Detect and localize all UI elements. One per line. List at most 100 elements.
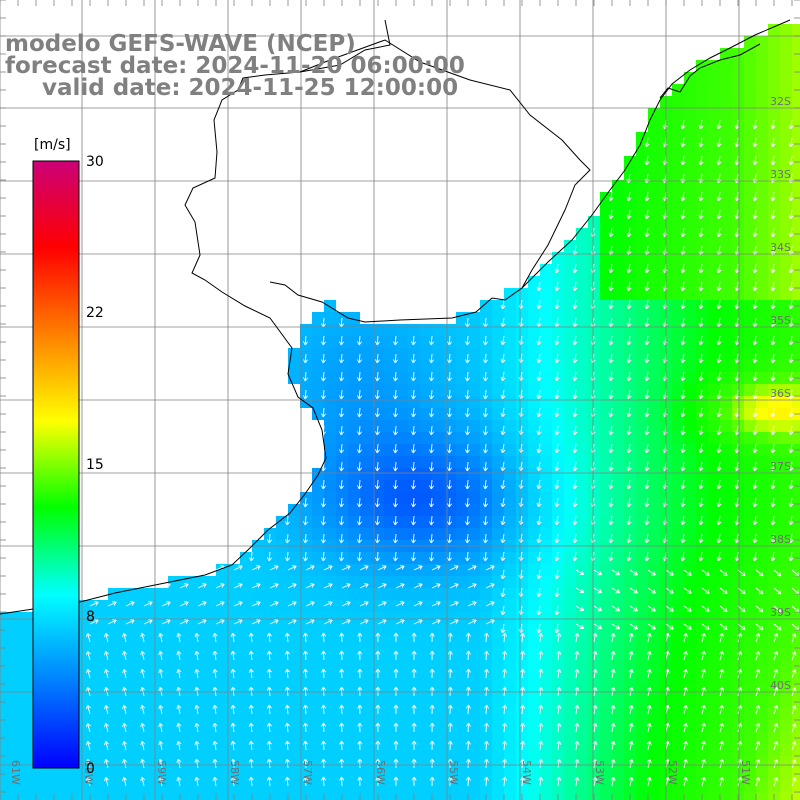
- speed-cell: [516, 336, 528, 348]
- speed-cell: [372, 732, 384, 744]
- speed-cell: [552, 288, 564, 300]
- speed-cell: [648, 108, 660, 120]
- speed-cell: [384, 492, 396, 504]
- wind-arrow: [680, 497, 686, 508]
- speed-cell: [672, 192, 684, 204]
- speed-cell: [636, 516, 648, 528]
- wind-arrow: [449, 619, 459, 625]
- wind-arrow: [644, 551, 650, 562]
- speed-cell: [324, 480, 336, 492]
- speed-cell: [360, 792, 372, 800]
- speed-cell: [588, 588, 600, 600]
- speed-cell: [624, 216, 636, 228]
- speed-cell: [636, 240, 648, 252]
- wind-arrow: [465, 632, 471, 643]
- speed-cell: [672, 264, 684, 276]
- speed-cell: [120, 612, 132, 624]
- wind-arrow: [698, 119, 704, 130]
- speed-cell: [780, 588, 792, 600]
- speed-cell: [768, 588, 780, 600]
- speed-cell: [564, 696, 576, 708]
- speed-cell: [492, 504, 504, 516]
- speed-cell: [576, 516, 588, 528]
- speed-cell: [492, 564, 504, 576]
- speed-cell: [396, 432, 408, 444]
- speed-cell: [636, 264, 648, 276]
- speed-cell: [252, 588, 264, 600]
- speed-cell: [468, 792, 480, 800]
- speed-cell: [264, 624, 276, 636]
- wind-arrow: [752, 389, 758, 400]
- speed-cell: [780, 36, 792, 48]
- speed-cell: [564, 252, 576, 264]
- wind-arrow: [413, 619, 423, 625]
- speed-cell: [324, 600, 336, 612]
- speed-cell: [780, 360, 792, 372]
- wind-arrow: [752, 461, 758, 472]
- wind-arrow: [644, 479, 650, 490]
- speed-cell: [324, 396, 336, 408]
- wind-arrow: [321, 632, 327, 643]
- speed-cell: [732, 660, 744, 672]
- speed-cell: [468, 576, 480, 588]
- speed-cell: [420, 456, 432, 468]
- speed-cell: [432, 588, 444, 600]
- speed-cell: [564, 708, 576, 720]
- speed-cell: [744, 216, 756, 228]
- wind-arrow: [788, 371, 794, 382]
- speed-cell: [348, 588, 360, 600]
- speed-cell: [636, 744, 648, 756]
- speed-cell: [720, 264, 732, 276]
- speed-cell: [756, 576, 768, 588]
- wind-arrow: [536, 335, 542, 346]
- speed-cell: [672, 480, 684, 492]
- speed-cell: [756, 252, 768, 264]
- speed-cell: [504, 672, 516, 684]
- wind-arrow: [788, 335, 794, 346]
- wind-arrow: [701, 587, 710, 594]
- speed-cell: [564, 516, 576, 528]
- wind-arrow: [233, 619, 243, 625]
- speed-cell: [336, 576, 348, 588]
- speed-cell: [276, 612, 288, 624]
- colorbar-tick-22: 22: [86, 305, 104, 321]
- speed-cell: [648, 288, 660, 300]
- speed-cell: [432, 552, 444, 564]
- longitude-label: 56W: [374, 760, 387, 785]
- speed-cell: [720, 276, 732, 288]
- wind-arrow: [393, 650, 399, 661]
- speed-cell: [540, 504, 552, 516]
- speed-cell: [732, 48, 744, 60]
- speed-cell: [684, 696, 696, 708]
- wind-arrow: [482, 407, 489, 418]
- wind-arrow: [428, 389, 435, 400]
- speed-cell: [456, 444, 468, 456]
- wind-arrow: [500, 551, 506, 562]
- speed-cell: [684, 180, 696, 192]
- speed-cell: [192, 576, 204, 588]
- speed-cell: [108, 756, 120, 768]
- speed-cell: [576, 336, 588, 348]
- speed-cell: [300, 336, 312, 348]
- speed-cell: [768, 660, 780, 672]
- speed-cell: [708, 624, 720, 636]
- speed-cell: [744, 168, 756, 180]
- speed-cell: [516, 696, 528, 708]
- speed-cell: [492, 492, 504, 504]
- speed-cell: [552, 516, 564, 528]
- wind-arrow: [716, 263, 722, 274]
- speed-cell: [288, 528, 300, 540]
- speed-cell: [624, 624, 636, 636]
- speed-cell: [384, 348, 396, 360]
- speed-cell: [372, 480, 384, 492]
- wind-arrow: [626, 299, 632, 310]
- speed-cell: [744, 672, 756, 684]
- speed-cell: [396, 384, 408, 396]
- speed-cell: [360, 528, 372, 540]
- speed-cell: [756, 240, 768, 252]
- speed-cell: [24, 780, 36, 792]
- speed-cell: [792, 528, 800, 540]
- speed-cell: [636, 528, 648, 540]
- speed-cell: [504, 792, 516, 800]
- speed-cell: [156, 684, 168, 696]
